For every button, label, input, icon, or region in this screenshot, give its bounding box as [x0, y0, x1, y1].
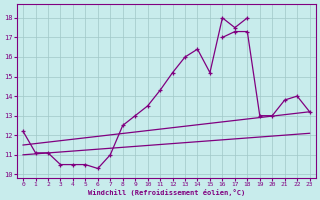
X-axis label: Windchill (Refroidissement éolien,°C): Windchill (Refroidissement éolien,°C): [88, 189, 245, 196]
